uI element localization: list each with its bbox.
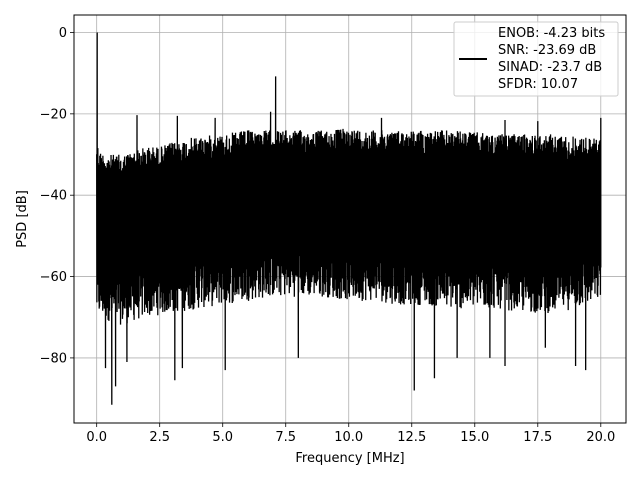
legend-entry-sinad: SINAD: -23.7 dB — [498, 60, 602, 75]
x-tick-label: 12.5 — [397, 430, 426, 445]
y-tick-label: −40 — [40, 189, 67, 204]
y-axis: 0 −20 −40 −60 −80 — [40, 26, 74, 366]
y-tick-label: 0 — [59, 26, 67, 41]
y-tick-label: −20 — [40, 107, 67, 122]
legend-box — [453, 21, 619, 97]
y-tick-label: −80 — [40, 351, 67, 366]
legend-entry-enob: ENOB: -4.23 bits — [498, 26, 605, 41]
x-tick-label: 20.0 — [586, 430, 615, 445]
x-tick-label: 5.0 — [212, 430, 233, 445]
x-tick-label: 10.0 — [334, 430, 363, 445]
x-tick-label: 2.5 — [149, 430, 170, 445]
x-tick-label: 0.0 — [86, 430, 107, 445]
legend: ENOB: -4.23 bits SNR: -23.69 dB SINAD: -… — [453, 21, 619, 97]
legend-entry-sfdr: SFDR: 10.07 — [498, 77, 578, 92]
psd-series — [96, 32, 602, 405]
x-axis-label: Frequency [MHz] — [295, 451, 404, 466]
x-tick-label: 17.5 — [523, 430, 552, 445]
plot-frame — [73, 14, 627, 424]
x-axis: 0.0 2.5 5.0 7.5 10.0 12.5 15.0 17.5 20.0 — [86, 423, 615, 445]
psd-line — [96, 32, 602, 405]
legend-entry-snr: SNR: -23.69 dB — [498, 43, 596, 58]
x-tick-label: 7.5 — [275, 430, 296, 445]
y-axis-label: PSD [dB] — [15, 190, 30, 248]
y-tick-label: −60 — [40, 270, 67, 285]
x-tick-label: 15.0 — [460, 430, 489, 445]
